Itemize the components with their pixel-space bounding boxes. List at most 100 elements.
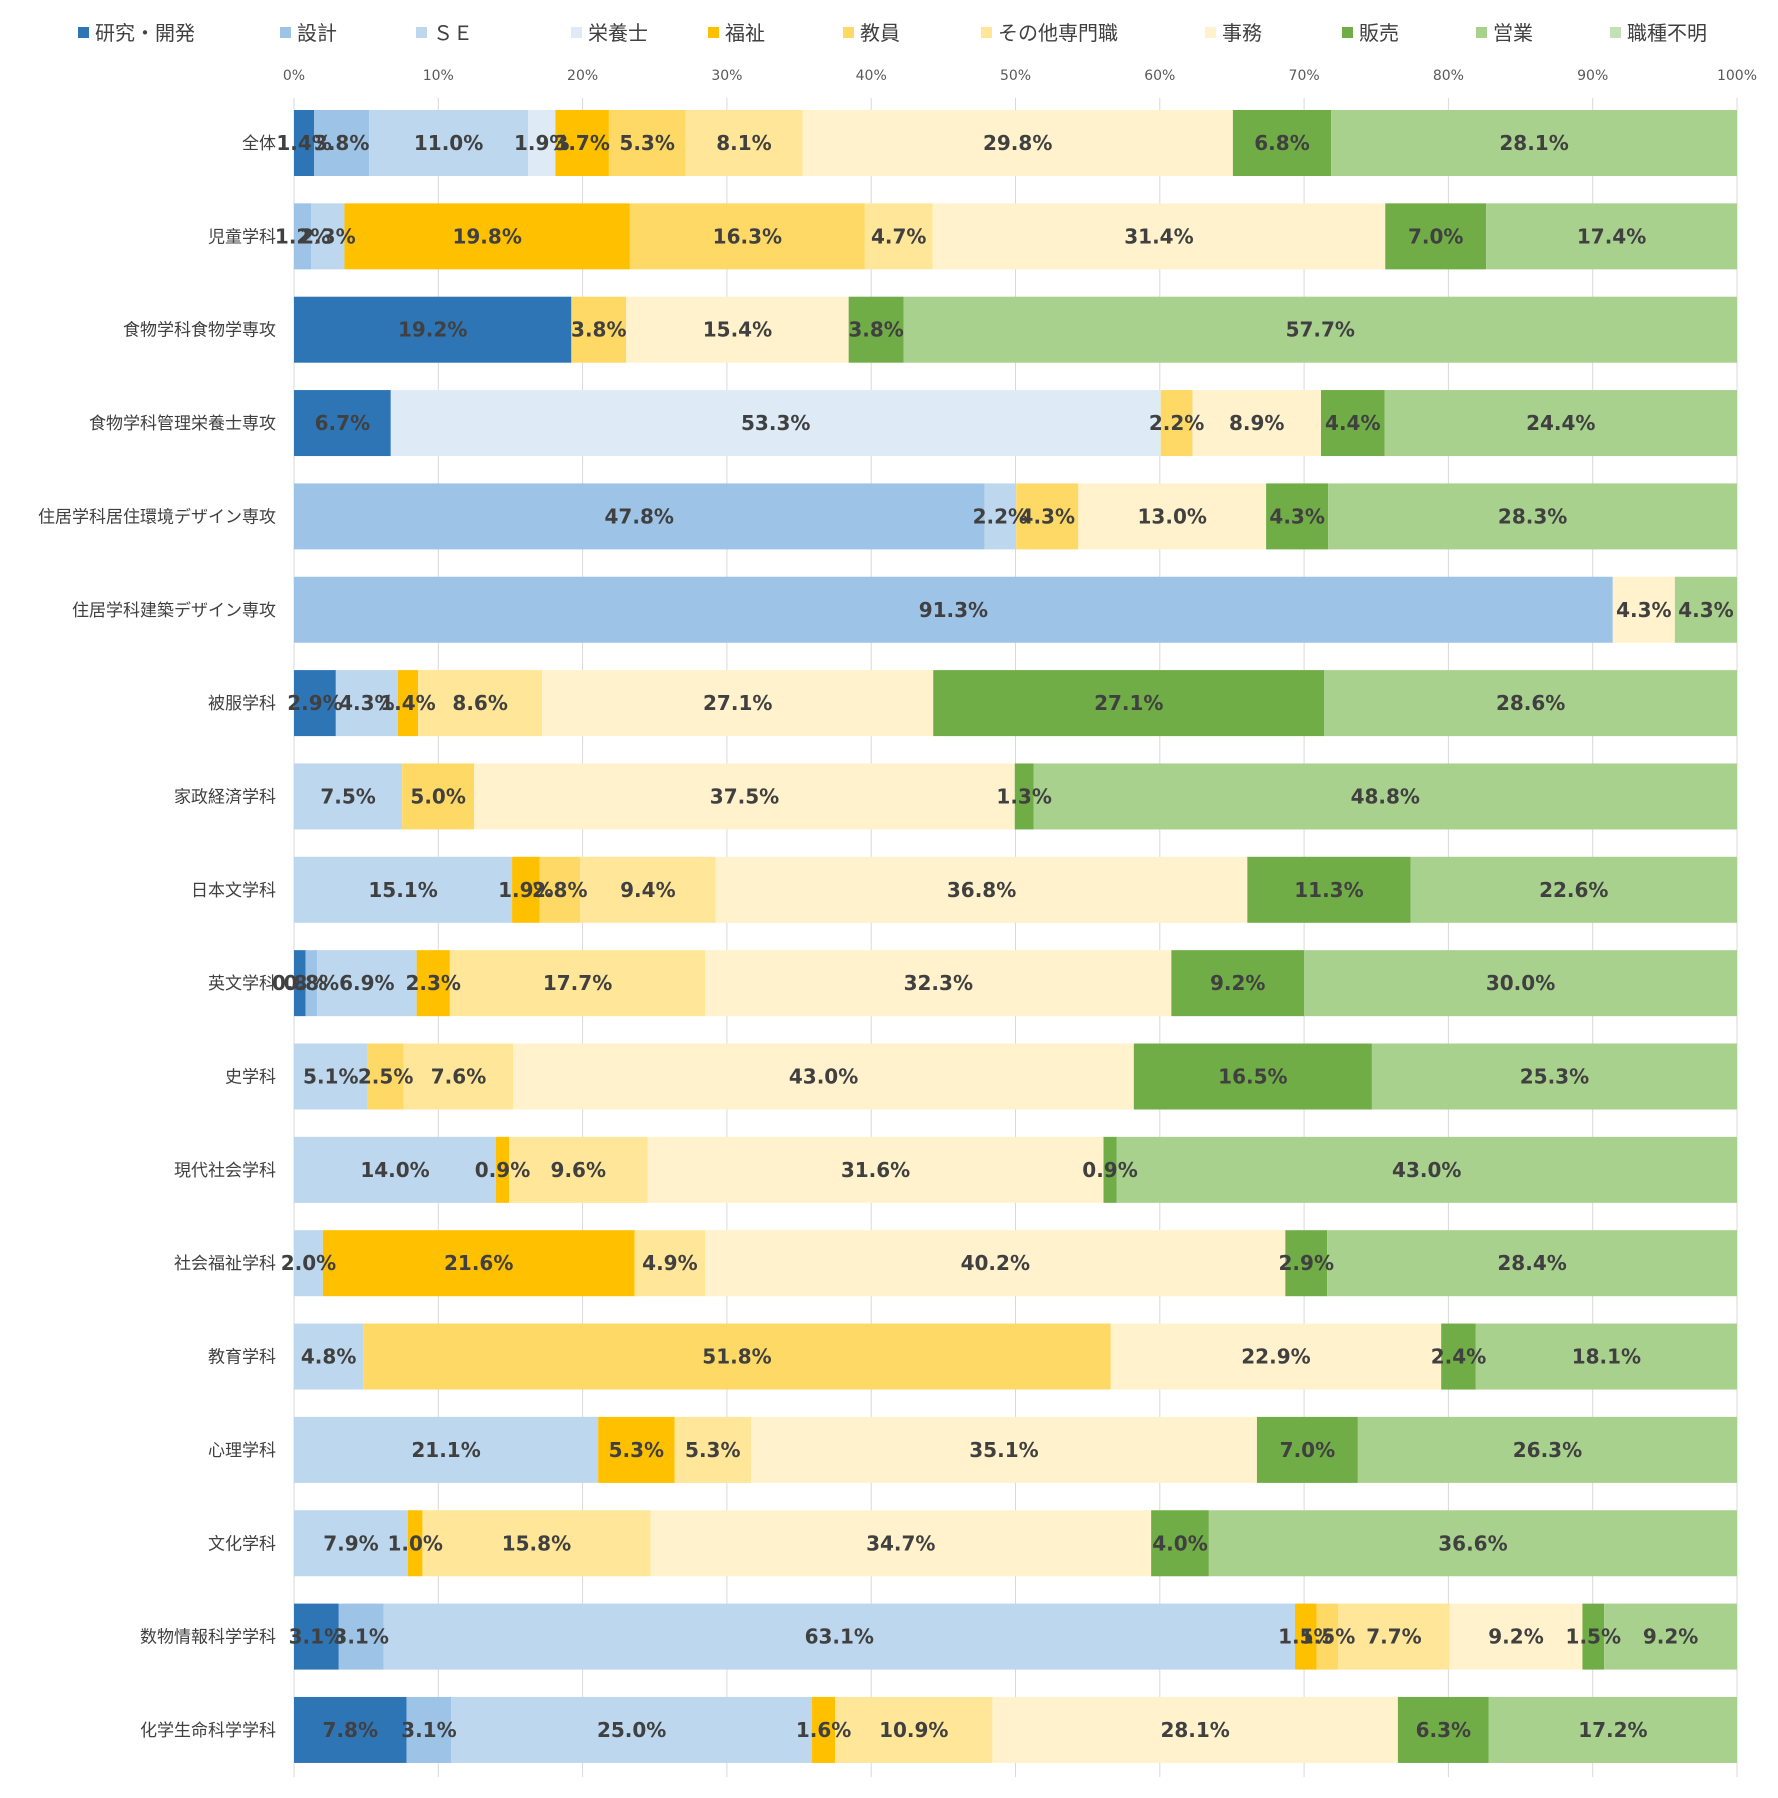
bar-segment bbox=[294, 1696, 407, 1763]
x-tick-label: 80% bbox=[1433, 68, 1464, 84]
bar-segment bbox=[513, 1043, 1134, 1110]
bar-segment bbox=[474, 763, 1015, 830]
legend-label: 職種不明 bbox=[1627, 21, 1707, 45]
bar-segment bbox=[294, 390, 391, 457]
data-label: 31.4% bbox=[1124, 224, 1193, 248]
bar-segment bbox=[406, 1696, 452, 1763]
bar-segment bbox=[984, 483, 1017, 550]
bar-segment bbox=[1171, 950, 1305, 1017]
data-label: 3.8% bbox=[848, 318, 903, 342]
bar-segment bbox=[294, 1323, 364, 1390]
data-label: 2.5% bbox=[358, 1065, 413, 1089]
data-labels: 1.4%3.8% 11.0% 1.9%3.7% 5.3% 8.1% 29.8% 6.8% 28… bbox=[272, 131, 1734, 1742]
legend-swatch bbox=[571, 27, 582, 38]
bar-segment bbox=[598, 1416, 675, 1483]
data-label: 7.7% bbox=[1366, 1625, 1421, 1649]
data-label: 4.3% bbox=[1678, 598, 1733, 622]
legend-swatch bbox=[1610, 27, 1621, 38]
data-label: 6.3% bbox=[1416, 1718, 1471, 1742]
data-label: 1.3% bbox=[996, 784, 1051, 808]
data-label: 30.0% bbox=[1486, 971, 1555, 995]
bar-segment bbox=[1321, 390, 1385, 457]
data-label: 36.6% bbox=[1438, 1531, 1507, 1555]
legend-swatch bbox=[1205, 27, 1216, 38]
legend-swatch bbox=[708, 27, 719, 38]
data-label: 9.2% bbox=[1488, 1625, 1543, 1649]
category-label: 全体 bbox=[242, 134, 276, 154]
data-label: 7.5% bbox=[320, 784, 375, 808]
data-label: 51.8% bbox=[702, 1345, 771, 1369]
data-label: 35.1% bbox=[969, 1438, 1038, 1462]
data-label: 4.0% bbox=[1152, 1531, 1207, 1555]
data-label: 16.5% bbox=[1218, 1065, 1287, 1089]
data-label: 47.8% bbox=[605, 504, 674, 528]
data-label: 4.7% bbox=[871, 224, 926, 248]
legend-label: 販売 bbox=[1359, 21, 1399, 45]
data-label: 57.7% bbox=[1286, 318, 1355, 342]
data-label: 28.3% bbox=[1498, 504, 1567, 528]
bar-segment bbox=[416, 950, 450, 1017]
bar-segment bbox=[294, 1043, 368, 1110]
bar-segment bbox=[1475, 1323, 1737, 1390]
bar-segment bbox=[1371, 1043, 1737, 1110]
data-label: 19.2% bbox=[398, 318, 467, 342]
category-label: 家政経済学科 bbox=[174, 787, 276, 807]
legend-swatch bbox=[981, 27, 992, 38]
data-label: 3.1% bbox=[401, 1718, 456, 1742]
x-tick-label: 10% bbox=[423, 68, 454, 84]
category-label: 文化学科 bbox=[208, 1534, 276, 1554]
data-label: 24.4% bbox=[1526, 411, 1595, 435]
data-label: 16.3% bbox=[713, 224, 782, 248]
bar-segment bbox=[528, 110, 556, 176]
bar-segment bbox=[294, 483, 985, 550]
bar-segment bbox=[1338, 1603, 1450, 1670]
bar-segment bbox=[1384, 390, 1737, 457]
x-tick-label: 90% bbox=[1577, 68, 1608, 84]
bar-segment bbox=[608, 110, 686, 176]
data-label: 6.7% bbox=[315, 411, 370, 435]
bar-segment bbox=[647, 1136, 1104, 1203]
x-tick-label: 20% bbox=[567, 68, 598, 84]
data-label: 3.7% bbox=[554, 131, 609, 155]
bar-segment bbox=[864, 203, 933, 270]
bar-segment bbox=[294, 576, 1613, 643]
data-label: 19.8% bbox=[452, 224, 521, 248]
category-labels: 全体児童学科食物学科食物学専攻食物学科管理栄養士専攻住居学科居住環境デザイン専攻… bbox=[38, 134, 276, 1741]
category-label: 住居学科居住環境デザイン専攻 bbox=[38, 506, 276, 527]
data-label: 6.8% bbox=[1254, 131, 1309, 155]
data-label: 14.0% bbox=[360, 1158, 429, 1182]
category-label: 数物情報科学学科 bbox=[140, 1628, 276, 1648]
data-label: 7.0% bbox=[1280, 1438, 1335, 1462]
data-label: 5.3% bbox=[619, 131, 674, 155]
bar-segment bbox=[674, 1416, 751, 1483]
bar-segment bbox=[848, 296, 904, 363]
data-label: 53.3% bbox=[741, 411, 810, 435]
data-label: 29.8% bbox=[983, 131, 1052, 155]
data-label: 43.0% bbox=[1392, 1158, 1461, 1182]
bar-segment bbox=[294, 670, 336, 737]
bar-segment bbox=[294, 856, 513, 923]
data-label: 5.0% bbox=[410, 784, 465, 808]
data-label: 17.2% bbox=[1578, 1718, 1647, 1742]
bar-segment bbox=[629, 203, 865, 270]
data-label: 91.3% bbox=[919, 598, 988, 622]
data-label: 11.0% bbox=[414, 131, 483, 155]
data-label: 5.3% bbox=[609, 1438, 664, 1462]
bar-segment bbox=[1016, 483, 1079, 550]
bar-segment bbox=[571, 296, 627, 363]
data-label: 3.8% bbox=[314, 131, 369, 155]
data-label: 28.1% bbox=[1160, 1718, 1229, 1742]
bar-segment bbox=[1324, 670, 1737, 737]
data-label: 9.2% bbox=[1643, 1625, 1698, 1649]
bar-segment bbox=[1295, 1603, 1317, 1670]
data-label: 22.9% bbox=[1241, 1345, 1310, 1369]
data-label: 1.5% bbox=[1566, 1625, 1621, 1649]
data-label: 28.4% bbox=[1497, 1251, 1566, 1275]
legend-label: 福祉 bbox=[725, 21, 765, 45]
data-label: 3.1% bbox=[333, 1625, 388, 1649]
bar-segment bbox=[369, 110, 528, 176]
data-label: 2.0% bbox=[281, 1251, 336, 1275]
category-label: 史学科 bbox=[225, 1068, 276, 1088]
bar-segment bbox=[626, 296, 849, 363]
data-label: 7.6% bbox=[431, 1065, 486, 1089]
